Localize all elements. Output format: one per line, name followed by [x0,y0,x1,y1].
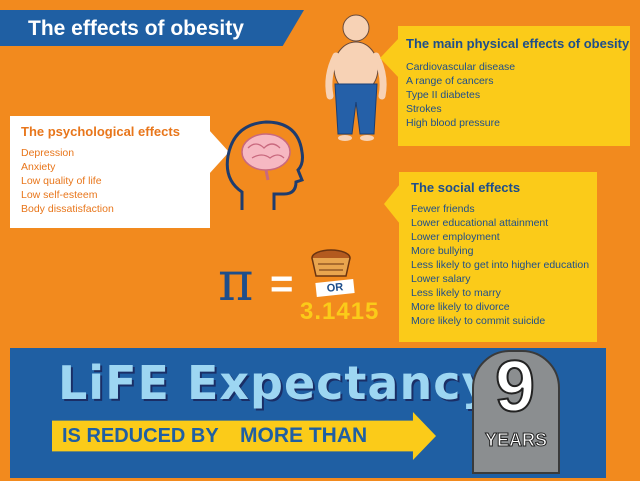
years-number: 9 [494,346,536,428]
list-item: More likely to divorce [411,301,510,313]
physical-panel-pointer [380,38,399,78]
or-badge: OR [315,279,355,297]
list-item: Lower employment [411,231,500,243]
reduced-text: IS REDUCED BY [62,425,219,447]
list-item: Low self-esteem [21,189,98,201]
pie-icon [311,249,351,277]
psychological-effects-heading: The psychological effects [21,124,180,139]
social-panel-pointer [384,184,400,224]
list-item: Low quality of life [21,175,102,187]
list-item: Strokes [406,103,442,115]
social-effects-panel [399,172,597,342]
years-label: YEARS [484,430,547,451]
psychological-effects-panel [10,116,210,228]
psychological-panel-pointer [209,130,229,174]
list-item: High blood pressure [406,117,500,129]
more-than-text: MORE THAN [240,424,368,447]
list-item: Less likely to get into higher education [411,259,590,271]
list-item: Anxiety [21,161,56,173]
list-item: Lower educational attainment [411,217,549,229]
list-item: More bullying [411,245,474,257]
list-item: Cardiovascular disease [406,61,516,73]
list-item: A range of cancers [406,75,494,87]
pi-value: 3.1415 [300,298,380,325]
person-illustration [325,14,387,141]
social-effects-heading: The social effects [411,180,521,195]
social-effects-list: Fewer friends Lower educational attainme… [411,202,589,328]
physical-effects-list: Cardiovascular disease A range of cancer… [406,60,515,130]
list-item: Fewer friends [411,203,475,215]
tombstone-icon [472,350,560,474]
physical-effects-heading: The main physical effects of obesity [406,36,630,51]
physical-effects-panel [398,26,630,146]
life-expectancy-title: LiFE Expectancy [58,356,493,410]
list-item: Lower salary [411,273,471,285]
list-item: Less likely to marry [411,287,501,299]
equals-sign: = [270,262,294,306]
list-item: More likely to commit suicide [411,315,546,327]
psychological-effects-list: Depression Anxiety Low quality of life L… [21,146,114,216]
pi-symbol: π [218,250,254,313]
list-item: Depression [21,147,75,159]
title-ribbon [0,10,304,46]
list-item: Body dissatisfaction [21,203,114,215]
page-title: The effects of obesity [28,17,244,40]
list-item: Type II diabetes [406,89,481,101]
head-brain-icon [225,120,304,210]
